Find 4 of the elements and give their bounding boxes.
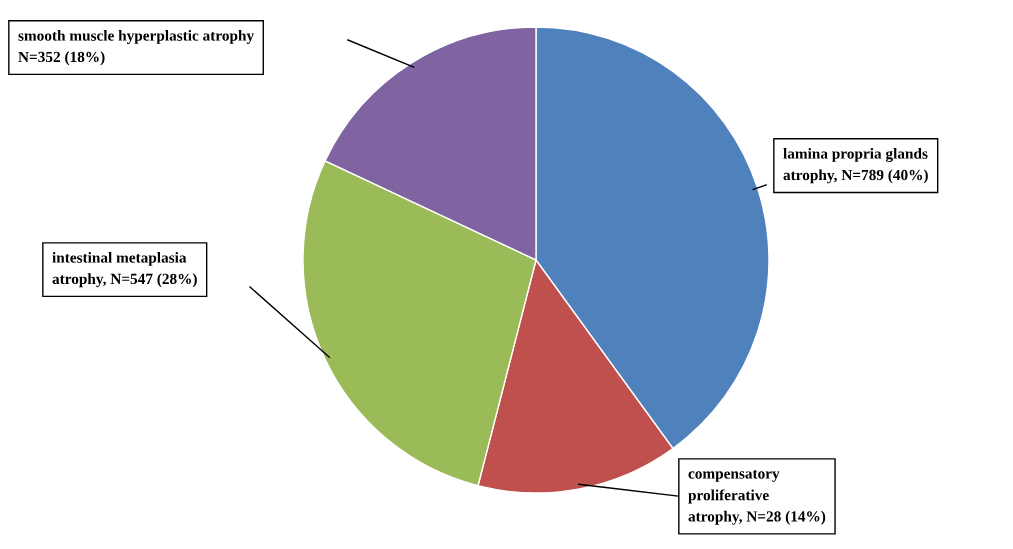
slice-label: smooth muscle hyperplastic atrophy N=352 (18%) (18, 30, 254, 66)
slice-label: lamina propria glands atrophy, N=789 (40%) (783, 148, 928, 184)
slice-label: compensatory proliferative atrophy, N=28 (14%) (688, 469, 826, 525)
slice-label: intestinal metaplasia atrophy, N=547 (28%) (52, 252, 197, 288)
